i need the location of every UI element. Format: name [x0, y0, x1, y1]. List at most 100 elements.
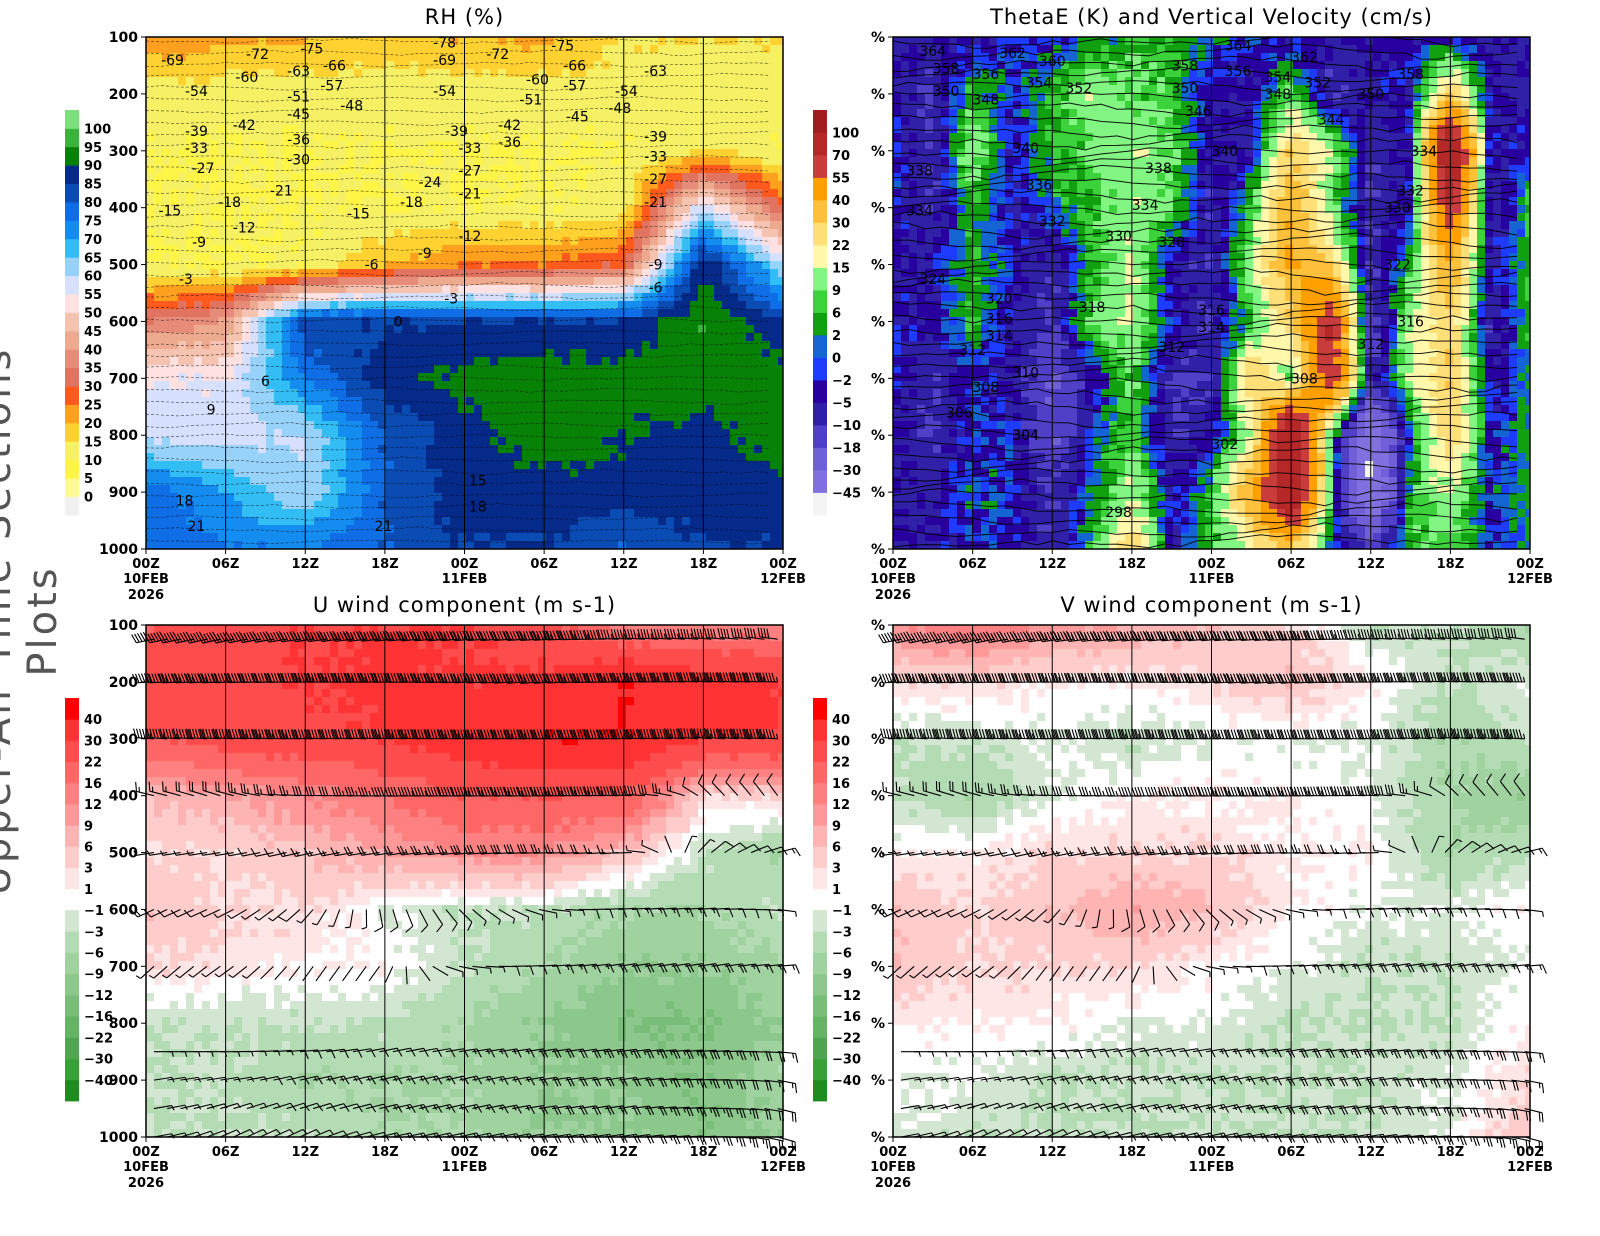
field-cell — [714, 245, 723, 254]
field-cell — [434, 133, 443, 142]
field-cell — [682, 525, 691, 534]
field-cell — [242, 165, 251, 174]
field-cell — [426, 285, 435, 294]
field-cell — [730, 101, 739, 110]
field-cell — [386, 245, 395, 254]
field-cell — [298, 181, 307, 190]
field-cell — [346, 45, 355, 54]
field-cell — [730, 261, 739, 270]
field-cell — [546, 493, 555, 502]
field-cell — [154, 77, 163, 86]
field-cell — [458, 341, 467, 350]
field-cell — [706, 469, 715, 478]
field-cell — [706, 413, 715, 422]
field-cell — [186, 221, 195, 230]
field-cell — [346, 389, 355, 398]
field-cell — [594, 213, 603, 222]
field-cell — [266, 349, 275, 358]
field-cell — [546, 317, 555, 326]
field-cell — [698, 309, 707, 318]
field-cell — [290, 85, 299, 94]
field-cell — [594, 341, 603, 350]
field-cell — [322, 357, 331, 366]
field-cell — [338, 493, 347, 502]
field-cell — [386, 253, 395, 262]
field-cell — [610, 413, 619, 422]
field-cell — [330, 37, 339, 46]
field-cell — [498, 157, 507, 166]
field-cell — [346, 461, 355, 470]
field-cell — [458, 389, 467, 398]
field-cell — [426, 109, 435, 118]
field-cell — [602, 173, 611, 182]
field-cell — [418, 493, 427, 502]
field-cell — [378, 517, 387, 526]
field-cell — [578, 469, 587, 478]
field-cell — [282, 285, 291, 294]
field-cell — [458, 85, 467, 94]
field-cell — [778, 517, 784, 526]
field-cell — [218, 125, 227, 134]
field-cell — [618, 277, 627, 286]
field-cell — [666, 205, 675, 214]
field-cell — [498, 109, 507, 118]
field-cell — [362, 437, 371, 446]
field-cell — [202, 109, 211, 118]
field-cell — [610, 493, 619, 502]
field-cell — [674, 157, 683, 166]
field-cell — [538, 445, 547, 454]
field-cell — [746, 61, 755, 70]
field-cell — [258, 357, 267, 366]
field-cell — [242, 389, 251, 398]
field-cell — [570, 477, 579, 486]
field-cell — [210, 357, 219, 366]
field-cell — [354, 77, 363, 86]
field-cell — [658, 109, 667, 118]
field-cell — [354, 45, 363, 54]
field-cell — [458, 413, 467, 422]
field-cell — [650, 317, 659, 326]
field-cell — [522, 493, 531, 502]
field-cell — [666, 69, 675, 78]
field-cell — [402, 445, 411, 454]
field-cell — [450, 365, 459, 374]
field-cell — [154, 317, 163, 326]
field-cell — [186, 165, 195, 174]
field-cell — [394, 109, 403, 118]
field-cell — [402, 53, 411, 62]
field-cell — [530, 141, 539, 150]
field-cell — [666, 333, 675, 342]
field-cell — [562, 237, 571, 246]
field-cell — [722, 333, 731, 342]
field-cell — [218, 197, 227, 206]
field-cell — [762, 301, 771, 310]
field-cell — [314, 517, 323, 526]
field-cell — [562, 309, 571, 318]
field-cell — [706, 37, 715, 46]
field-cell — [586, 309, 595, 318]
field-cell — [546, 277, 555, 286]
field-cell — [522, 309, 531, 318]
field-cell — [658, 509, 667, 518]
field-cell — [690, 381, 699, 390]
field-cell — [266, 221, 275, 230]
field-cell — [178, 109, 187, 118]
field-cell — [738, 493, 747, 502]
field-cell — [514, 461, 523, 470]
field-cell — [354, 517, 363, 526]
field-cell — [338, 301, 347, 310]
field-cell — [450, 189, 459, 198]
field-cell — [434, 517, 443, 526]
field-cell — [538, 485, 547, 494]
field-cell — [586, 325, 595, 334]
field-cell — [250, 93, 259, 102]
field-cell — [186, 469, 195, 478]
field-cell — [242, 85, 251, 94]
field-cell — [618, 197, 627, 206]
field-cell — [306, 437, 315, 446]
field-cell — [178, 493, 187, 502]
field-cell — [618, 85, 627, 94]
field-cell — [402, 357, 411, 366]
field-cell — [618, 389, 627, 398]
field-cell — [570, 373, 579, 382]
